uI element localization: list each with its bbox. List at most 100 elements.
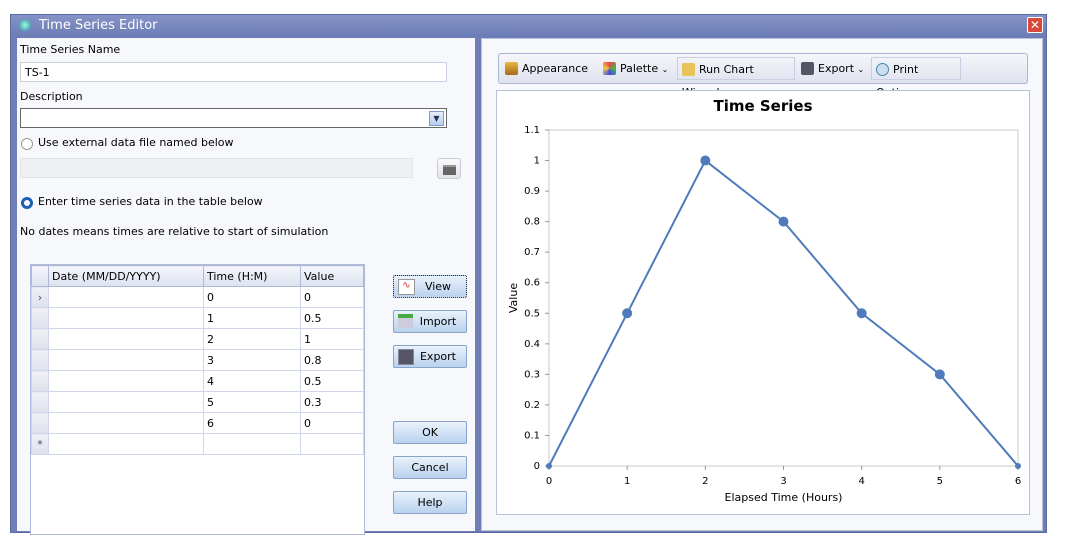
empty-cell[interactable] [48, 433, 204, 455]
chevron-down-icon: ⌄ [857, 65, 865, 74]
table-row[interactable]: › 0 0 [31, 286, 364, 308]
description-label: Description [20, 90, 83, 103]
value-cell[interactable]: 0.8 [300, 349, 364, 371]
import-label: Import [419, 315, 457, 328]
data-point [1015, 463, 1021, 469]
value-cell[interactable]: 0.3 [300, 391, 364, 413]
help-button[interactable]: Help [393, 491, 467, 514]
export-button[interactable]: Export [393, 345, 467, 368]
date-cell[interactable] [48, 370, 204, 392]
chevron-down-icon: ⌄ [661, 65, 669, 74]
time-cell[interactable]: 0 [203, 286, 301, 308]
y-tick-label: 0.9 [524, 186, 540, 197]
wand-icon [682, 63, 695, 76]
chevron-down-icon[interactable]: ▼ [429, 111, 444, 126]
column-header-date[interactable]: Date (MM/DD/YYYY) [48, 265, 204, 287]
print-options-button[interactable]: Print Options [871, 57, 961, 99]
paint-icon [505, 62, 518, 75]
row-header[interactable] [31, 349, 49, 371]
date-cell[interactable] [48, 328, 204, 350]
corner-header [31, 265, 49, 287]
export-menu[interactable]: Export ⌄ [797, 57, 871, 80]
view-button[interactable]: ∿ View [393, 275, 467, 298]
y-tick-label: 0.6 [524, 278, 540, 289]
date-cell[interactable] [48, 286, 204, 308]
data-point [546, 463, 552, 469]
value-cell[interactable]: 0.5 [300, 307, 364, 329]
chart-area: Time Series 0 0.1 0.2 0.3 0.4 0.5 0.6 0.7 0.8 0.9 1… [496, 90, 1030, 515]
external-file-input [20, 158, 413, 178]
close-button[interactable]: ✕ [1027, 17, 1043, 33]
y-tick-label: 0.7 [524, 247, 540, 258]
empty-cell[interactable] [203, 433, 301, 455]
date-cell[interactable] [48, 391, 204, 413]
time-cell[interactable]: 3 [203, 349, 301, 371]
date-cell[interactable] [48, 307, 204, 329]
x-tick-label: 4 [858, 476, 864, 487]
chart-panel: Appearance ⌄ Palette ⌄ Run Chart Wizard … [481, 38, 1043, 531]
date-cell[interactable] [48, 349, 204, 371]
view-label: View [424, 280, 452, 293]
column-header-value[interactable]: Value [300, 265, 364, 287]
chart-title: Time Series [713, 97, 812, 115]
name-label: Time Series Name [20, 43, 121, 56]
table-row[interactable]: 3 0.8 [31, 349, 364, 371]
time-cell[interactable]: 6 [203, 412, 301, 434]
table-row[interactable]: 5 0.3 [31, 391, 364, 413]
magnifier-icon [876, 63, 889, 76]
time-series-table: Date (MM/DD/YYYY) Time (H:M) Value › 0 0 1 0… [30, 264, 365, 535]
value-cell[interactable]: 1 [300, 328, 364, 350]
time-cell[interactable]: 1 [203, 307, 301, 329]
empty-cell[interactable] [300, 433, 364, 455]
export-label: Export [419, 350, 456, 363]
table-row[interactable]: 4 0.5 [31, 370, 364, 392]
export-menu-label: Export [818, 62, 855, 75]
data-point [778, 216, 789, 227]
row-header[interactable] [31, 391, 49, 413]
import-icon [398, 314, 413, 328]
time-cell[interactable]: 2 [203, 328, 301, 350]
row-header[interactable] [31, 412, 49, 434]
x-tick-label: 1 [624, 476, 630, 487]
y-tick-label: 0.8 [524, 217, 540, 228]
appearance-menu[interactable]: Appearance ⌄ [501, 57, 597, 97]
row-header[interactable] [31, 370, 49, 392]
window-title: Time Series Editor [39, 18, 158, 33]
import-button[interactable]: Import [393, 310, 467, 333]
row-header[interactable]: › [31, 286, 49, 308]
browse-folder-button[interactable] [437, 158, 461, 179]
x-axis-label: Elapsed Time (Hours) [725, 491, 843, 504]
new-row[interactable]: * [31, 433, 364, 455]
name-input[interactable]: TS-1 [20, 62, 447, 82]
value-cell[interactable]: 0 [300, 412, 364, 434]
column-header-time[interactable]: Time (H:M) [203, 265, 301, 287]
table-row[interactable]: 1 0.5 [31, 307, 364, 329]
y-tick-label: 0.1 [524, 430, 540, 441]
y-tick-label: 0.3 [524, 369, 540, 380]
y-tick-label: 0 [534, 461, 540, 472]
description-combo[interactable]: ▼ [20, 108, 447, 128]
data-point [700, 155, 711, 166]
row-header[interactable] [31, 307, 49, 329]
run-chart-wizard-button[interactable]: Run Chart Wizard [677, 57, 795, 99]
value-cell[interactable]: 0 [300, 286, 364, 308]
value-cell[interactable]: 0.5 [300, 370, 364, 392]
data-point [856, 308, 867, 319]
save-icon [801, 62, 814, 75]
table-data-radio[interactable] [21, 197, 33, 209]
ok-button[interactable]: OK [393, 421, 467, 444]
palette-label: Palette [620, 62, 659, 75]
y-tick-label: 1 [534, 156, 540, 167]
new-row-marker: * [31, 433, 49, 455]
time-cell[interactable]: 4 [203, 370, 301, 392]
cancel-button[interactable]: Cancel [393, 456, 467, 479]
external-file-radio[interactable] [21, 138, 33, 150]
time-cell[interactable]: 5 [203, 391, 301, 413]
palette-menu[interactable]: Palette ⌄ [599, 57, 675, 80]
row-header[interactable] [31, 328, 49, 350]
data-point [934, 369, 945, 380]
folder-icon [443, 165, 456, 175]
date-cell[interactable] [48, 412, 204, 434]
